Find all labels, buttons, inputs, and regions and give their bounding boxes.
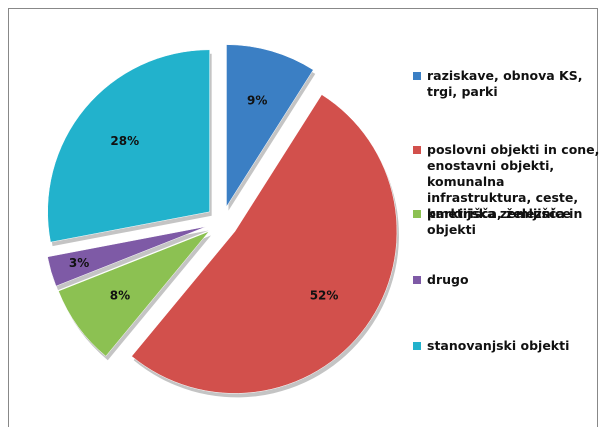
slice (226, 44, 314, 208)
legend-label: stanovanjski objekti (427, 338, 570, 353)
chart-frame (8, 8, 598, 427)
data-label: 9% (247, 93, 267, 107)
slice (131, 94, 398, 394)
data-label: 52% (310, 289, 339, 303)
data-label: 3% (69, 256, 89, 270)
legend-swatch (413, 210, 421, 218)
legend-swatch (413, 276, 421, 284)
slice (58, 231, 210, 357)
legend-item: raziskave, obnova KS, trgi, parki (413, 68, 601, 100)
legend-swatch (413, 146, 421, 154)
slice-shadow (49, 230, 209, 291)
legend-item: drugo (413, 272, 601, 288)
legend-label: poslovni objekti in cone, enostavni obje… (427, 142, 600, 221)
legend-swatch (413, 72, 421, 80)
legend-swatch (413, 342, 421, 350)
legend-label: raziskave, obnova KS, trgi, parki (427, 68, 583, 99)
legend-label: drugo (427, 272, 469, 287)
data-label: 8% (110, 289, 130, 303)
legend-item: stanovanjski objekti (413, 338, 601, 354)
slice (47, 226, 207, 287)
data-label: 28% (110, 134, 139, 148)
legend-label: kmetijska zemljišča in objekti (427, 206, 583, 237)
legend-item: poslovni objekti in cone, enostavni obje… (413, 142, 601, 222)
legend-item: kmetijska zemljišča in objekti (413, 206, 601, 238)
slice (47, 49, 210, 243)
